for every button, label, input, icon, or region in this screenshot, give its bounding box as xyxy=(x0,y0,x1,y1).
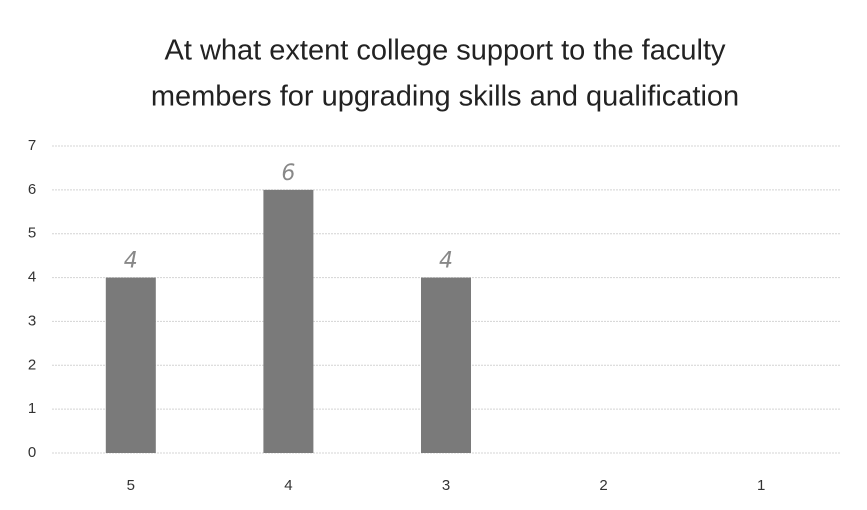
x-tick-label: 3 xyxy=(442,477,450,494)
y-tick-label: 1 xyxy=(28,400,36,417)
x-tick-label: 1 xyxy=(757,477,765,494)
x-tick-label: 2 xyxy=(599,477,607,494)
chart-title: members for upgrading skills and qualifi… xyxy=(151,81,739,113)
y-tick-label: 7 xyxy=(28,137,36,154)
y-tick-label: 6 xyxy=(28,181,36,198)
y-tick-label: 3 xyxy=(28,312,36,329)
x-tick-label: 5 xyxy=(127,477,135,494)
bar xyxy=(263,189,314,453)
data-label: 4 xyxy=(124,249,138,274)
y-tick-label: 5 xyxy=(28,225,36,242)
data-label: 4 xyxy=(439,249,453,274)
chart-title: At what extent college support to the fa… xyxy=(165,35,726,67)
y-tick-label: 0 xyxy=(28,444,36,461)
y-tick-label: 2 xyxy=(28,356,36,373)
y-tick-label: 4 xyxy=(28,269,36,286)
bar xyxy=(421,277,471,453)
data-label: 6 xyxy=(281,161,295,186)
bar xyxy=(105,277,156,453)
x-tick-label: 4 xyxy=(284,477,292,494)
